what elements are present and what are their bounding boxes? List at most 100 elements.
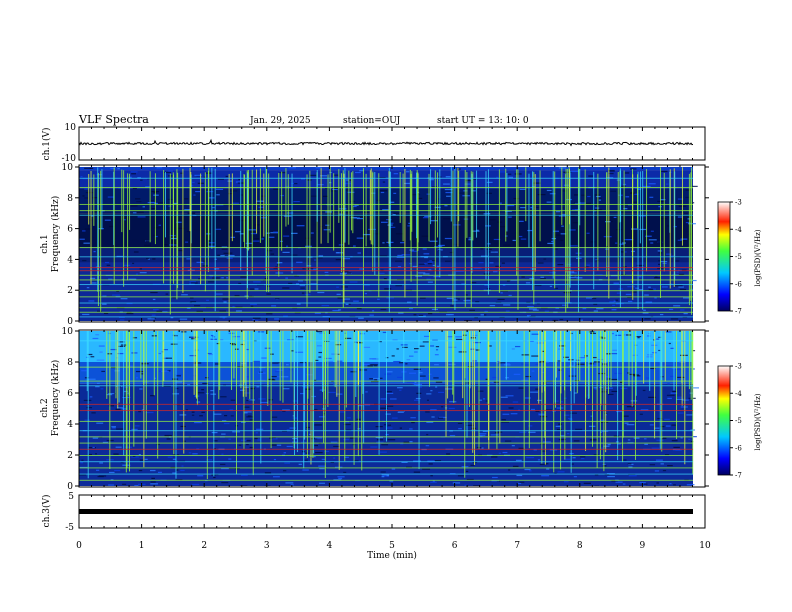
spectrogram-speckle	[238, 219, 246, 222]
spectrogram-speckle	[189, 297, 194, 299]
narrowband-line	[79, 380, 693, 382]
sferic-line	[608, 167, 610, 299]
spectrogram-speckle	[257, 372, 266, 374]
spectrogram-speckle	[669, 255, 675, 257]
spectrogram-speckle	[675, 260, 680, 262]
spectrogram-speckle	[408, 222, 411, 224]
spectrogram-speckle	[376, 441, 384, 443]
spectrogram-speckle	[296, 225, 305, 227]
spectrogram-speckle	[217, 178, 224, 180]
spectrogram-speckle	[521, 363, 525, 365]
spectrogram-speckle	[389, 480, 394, 482]
spectrogram-speckle	[562, 304, 567, 306]
sferic-line	[268, 173, 270, 293]
spectrogram-speckle	[612, 349, 617, 351]
spectrogram-speckle	[425, 411, 430, 413]
sferic-line	[196, 331, 198, 399]
spectrogram-speckle	[680, 238, 688, 240]
spectrogram-speckle	[511, 348, 515, 350]
sferic-line	[674, 171, 676, 281]
sferic-line	[334, 331, 336, 388]
spectrogram-speckle	[258, 206, 264, 208]
spectrogram-speckle	[455, 270, 464, 272]
spectrogram-speckle	[377, 177, 386, 179]
spectrogram-speckle	[630, 191, 633, 194]
sferic-line	[363, 331, 365, 444]
spectrogram-speckle	[254, 288, 259, 290]
spectrogram-speckle	[570, 245, 578, 247]
spectrogram-speckle	[145, 186, 150, 188]
spectrogram-speckle	[473, 485, 480, 486]
spectrogram-speckle	[294, 275, 300, 277]
spectrogram-speckle	[640, 409, 649, 411]
sferic-line	[196, 331, 198, 406]
spectrogram-speckle	[397, 254, 403, 257]
spectrogram-speckle	[353, 300, 359, 302]
spectrogram-speckle	[127, 365, 134, 367]
sferic-line	[177, 172, 179, 289]
spectrogram-speckle	[240, 276, 249, 278]
sferic-line	[659, 331, 661, 450]
spectrogram-speckle	[367, 365, 373, 367]
spectrogram-speckle	[102, 441, 108, 444]
spectrogram-speckle	[380, 407, 388, 409]
spectrogram-speckle	[201, 389, 205, 391]
spectrogram-speckle	[88, 453, 93, 456]
sferic-line	[688, 173, 690, 306]
spectrogram-speckle	[275, 272, 284, 274]
spectrogram-speckle	[150, 483, 159, 485]
spectrogram-speckle	[425, 445, 430, 447]
spectrogram-speckle	[665, 425, 671, 427]
spectrogram-speckle	[249, 419, 254, 421]
spectrogram-speckle	[646, 335, 651, 337]
spectrogram-speckle	[165, 357, 173, 359]
spectrogram-speckle	[465, 294, 468, 296]
spectrogram-speckle	[215, 228, 222, 230]
spectrogram-speckle	[619, 211, 624, 213]
xtick-label: 3	[264, 541, 270, 551]
spectrogram-speckle	[598, 199, 601, 201]
spectrogram-speckle	[89, 396, 93, 398]
spectrogram-speckle	[489, 305, 496, 307]
spectrogram-speckle	[671, 440, 678, 442]
spectrogram-speckle	[229, 342, 236, 345]
spectrogram-speckle	[566, 215, 575, 218]
spectrogram-speckle	[413, 460, 421, 462]
spectrogram-speckle	[83, 399, 92, 402]
sferic-line	[240, 170, 242, 271]
spectrogram-speckle	[501, 262, 505, 264]
spectrogram-speckle	[593, 310, 599, 312]
spectrogram-speckle	[208, 353, 213, 356]
narrowband-line	[79, 270, 693, 272]
sferic-line	[256, 169, 258, 234]
spectrogram-speckle	[413, 314, 417, 316]
spectrogram-speckle	[395, 285, 403, 287]
spectrogram-speckle	[468, 239, 472, 241]
spectrogram-speckle	[115, 446, 122, 448]
spectrogram-speckle	[334, 466, 343, 468]
spectrogram-speckle	[162, 349, 169, 351]
sferic-line	[249, 331, 251, 399]
xtick-label: 6	[452, 541, 458, 551]
spectrogram-speckle	[193, 361, 198, 364]
spectrogram-speckle	[357, 428, 361, 430]
spectrogram-speckle	[614, 242, 618, 244]
spectrogram-speckle	[518, 447, 524, 449]
spectrogram-speckle	[373, 233, 380, 235]
spectrogram-speckle	[380, 191, 385, 194]
spectrogram-speckle	[399, 427, 403, 429]
spectrogram-speckle	[214, 363, 220, 365]
spectrogram-speckle	[92, 197, 98, 199]
spectrogram-speckle	[358, 317, 364, 319]
spectrogram-speckle	[152, 298, 156, 301]
spectrogram-speckle	[210, 393, 217, 395]
spectrogram-speckle	[392, 214, 396, 216]
sferic-line	[281, 171, 283, 251]
spectrogram-speckle	[670, 318, 679, 320]
sferic-line	[338, 169, 340, 223]
spectrogram-speckle	[370, 446, 378, 448]
spectrogram-speckle	[677, 198, 684, 200]
time-axis-label: Time (min)	[367, 550, 417, 561]
spectrogram-speckle	[690, 185, 698, 188]
sferic-line	[97, 167, 99, 292]
